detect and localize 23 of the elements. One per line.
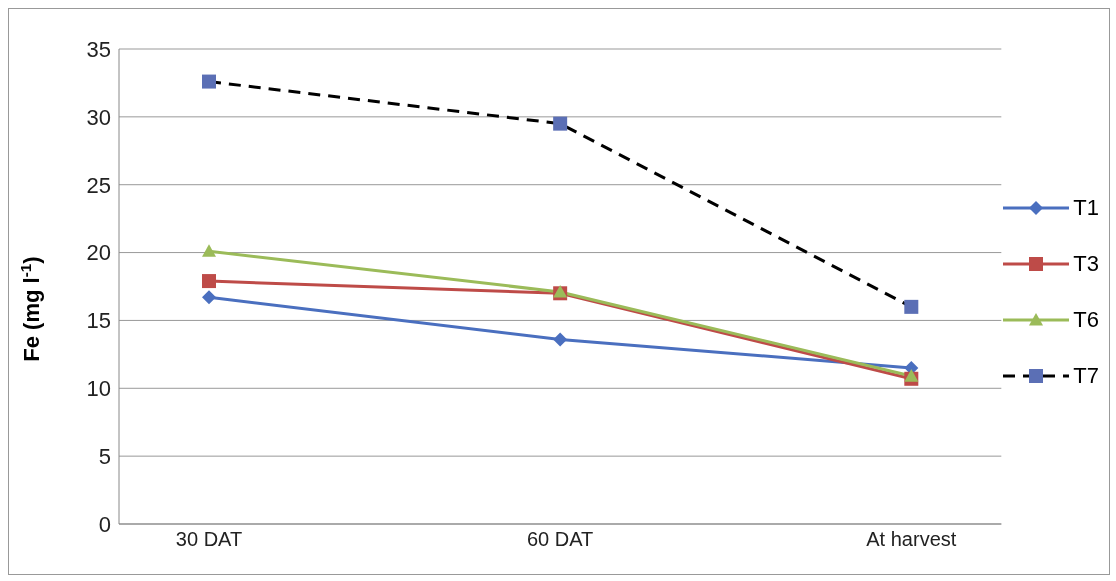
point (202, 244, 216, 257)
y-tick-label: 0 (98, 511, 111, 537)
point (904, 369, 919, 382)
point (202, 274, 216, 289)
y-tick-label: 5 (98, 443, 111, 469)
y-tick-label: 25 (86, 172, 111, 198)
x-tick-label: 60 DAT (526, 528, 594, 551)
point (553, 116, 568, 131)
x-tick-label: At harvest (866, 528, 957, 551)
legend-label: T6 (1073, 306, 1099, 333)
y-tick-label: 15 (86, 308, 111, 334)
y-tick-label: 10 (86, 376, 111, 402)
y-tick-label: 35 (86, 36, 111, 62)
point (553, 332, 568, 347)
legend-label: T3 (1073, 250, 1099, 277)
point (202, 290, 216, 305)
y-tick-label: 20 (86, 240, 111, 266)
legend-label: T1 (1073, 194, 1099, 221)
point (904, 299, 919, 314)
y-tick-label: 30 (86, 104, 111, 130)
x-tick-label: 30 DAT (175, 528, 243, 551)
legend-label: T7 (1073, 362, 1099, 389)
point (202, 74, 216, 89)
